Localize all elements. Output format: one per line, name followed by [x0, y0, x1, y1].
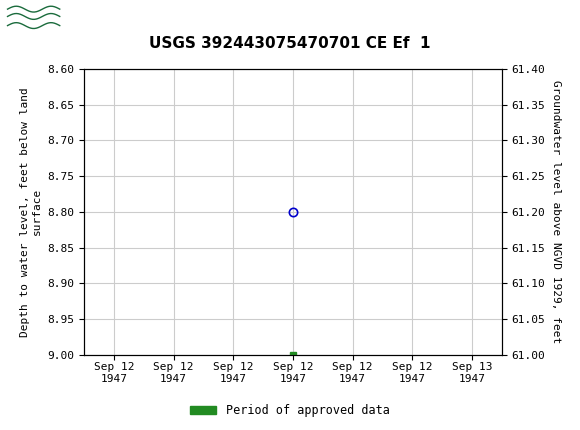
Bar — [5, 3, 63, 34]
Legend: Period of approved data: Period of approved data — [186, 399, 394, 422]
Text: USGS: USGS — [75, 9, 130, 27]
Y-axis label: Depth to water level, feet below land
surface: Depth to water level, feet below land su… — [20, 87, 42, 337]
Y-axis label: Groundwater level above NGVD 1929, feet: Groundwater level above NGVD 1929, feet — [551, 80, 561, 344]
Text: USGS 392443075470701 CE Ef  1: USGS 392443075470701 CE Ef 1 — [149, 36, 431, 50]
